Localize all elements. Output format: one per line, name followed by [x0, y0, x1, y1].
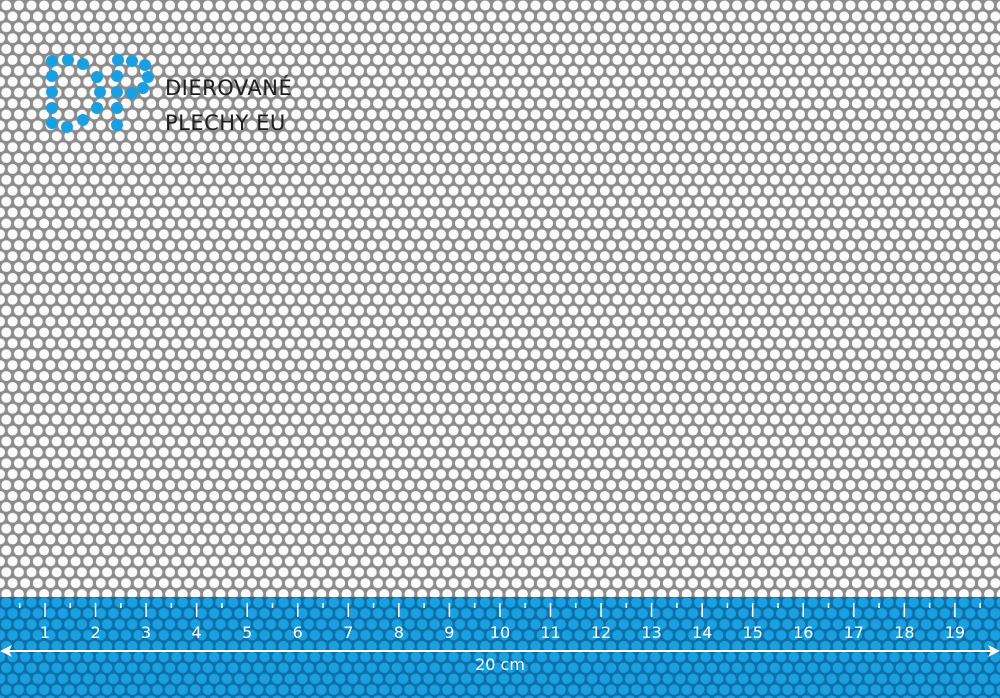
length-arrow: [0, 645, 1000, 657]
logo-dot: [91, 71, 103, 83]
logo-mark-icon: [46, 54, 154, 133]
logo-dot: [91, 102, 103, 114]
logo-dot: [77, 114, 89, 126]
logo-dot: [77, 58, 89, 70]
logo-dot: [61, 121, 73, 133]
ruler-label: 8: [393, 623, 404, 642]
ruler-label: 5: [242, 623, 253, 642]
logo-dot: [111, 119, 123, 131]
ruler-label: 9: [444, 623, 455, 642]
ruler-label: 17: [843, 623, 864, 642]
ruler-label: 19: [944, 623, 966, 642]
logo-dot: [62, 54, 74, 66]
logo-dot: [111, 86, 123, 98]
logo-dot: [46, 70, 58, 82]
ruler-label: 12: [590, 623, 612, 642]
ruler-label: 4: [191, 623, 202, 642]
ruler-label: 1: [39, 623, 51, 642]
ruler-label: 2: [90, 623, 101, 642]
logo-dot: [46, 102, 58, 114]
ruler-label: 15: [742, 623, 763, 642]
logo-dot: [94, 86, 106, 98]
ruler-label: 6: [292, 623, 303, 642]
logo-dot: [142, 71, 154, 83]
ruler-ticks: [18, 603, 981, 617]
logo-dot: [126, 55, 138, 67]
brand-name-line1: DIEROVANÉ: [165, 76, 293, 100]
length-label: 20 cm: [475, 655, 525, 674]
ruler-label: 18: [894, 623, 915, 642]
ruler-label: 13: [641, 623, 662, 642]
ruler-label: 3: [141, 623, 152, 642]
logo-dot: [111, 70, 123, 82]
logo-dot: [46, 117, 58, 129]
ruler-label: 7: [343, 623, 354, 642]
brand-name-line2: PLECHY EU: [165, 111, 286, 135]
logo-dot: [126, 87, 138, 99]
ruler-label: 10: [489, 623, 511, 642]
ruler-label: 14: [691, 623, 713, 642]
ruler-label: 16: [793, 623, 814, 642]
logo-dot: [112, 54, 124, 66]
logo-dot: [46, 86, 58, 98]
logo-dot: [111, 102, 123, 114]
logo-dot: [137, 82, 149, 94]
logo-dot: [46, 55, 58, 67]
ruler-label: 11: [540, 623, 561, 642]
logo-dot: [139, 59, 151, 71]
